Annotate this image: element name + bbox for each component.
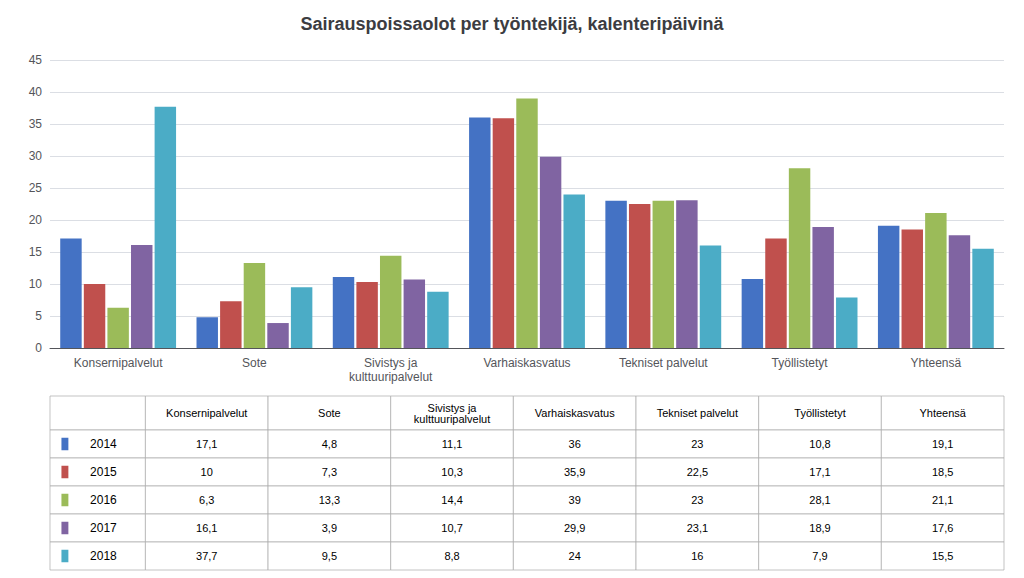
svg-text:Konsernipalvelut: Konsernipalvelut	[74, 356, 163, 370]
svg-text:Sairauspoissaolot per työnteki: Sairauspoissaolot per työntekijä, kalent…	[300, 14, 724, 34]
svg-text:11,1: 11,1	[442, 438, 463, 450]
svg-text:10,7: 10,7	[441, 522, 462, 534]
svg-text:35,9: 35,9	[564, 466, 585, 478]
svg-text:23: 23	[691, 494, 703, 506]
svg-text:2018: 2018	[90, 549, 117, 563]
svg-text:18,9: 18,9	[809, 522, 830, 534]
svg-text:kulttuuripalvelut: kulttuuripalvelut	[349, 370, 433, 384]
svg-text:14,4: 14,4	[441, 494, 462, 506]
svg-text:Sivistys ja: Sivistys ja	[364, 356, 418, 370]
svg-text:17,6: 17,6	[932, 522, 953, 534]
svg-text:9,5: 9,5	[322, 550, 337, 562]
svg-text:Varhaiskasvatus: Varhaiskasvatus	[483, 356, 570, 370]
svg-text:5: 5	[35, 309, 42, 323]
svg-text:10,8: 10,8	[809, 438, 830, 450]
svg-text:7,3: 7,3	[322, 466, 337, 478]
svg-text:19,1: 19,1	[932, 438, 953, 450]
svg-text:35: 35	[29, 117, 43, 131]
svg-text:0: 0	[35, 341, 42, 355]
svg-text:kulttuuripalvelut: kulttuuripalvelut	[414, 413, 490, 425]
svg-text:3,9: 3,9	[322, 522, 337, 534]
svg-text:2015: 2015	[90, 465, 117, 479]
svg-text:4,8: 4,8	[322, 438, 337, 450]
svg-text:30: 30	[29, 149, 43, 163]
svg-text:28,1: 28,1	[809, 494, 830, 506]
svg-text:15,5: 15,5	[932, 550, 953, 562]
svg-text:20: 20	[29, 213, 43, 227]
svg-text:Tekniset palvelut: Tekniset palvelut	[657, 407, 738, 419]
svg-text:Yhteensä: Yhteensä	[919, 407, 966, 419]
svg-text:Konsernipalvelut: Konsernipalvelut	[166, 407, 247, 419]
svg-text:37,7: 37,7	[196, 550, 217, 562]
svg-text:Työllistetyt: Työllistetyt	[772, 356, 829, 370]
svg-text:18,5: 18,5	[932, 466, 953, 478]
svg-text:8,8: 8,8	[444, 550, 459, 562]
svg-text:Sote: Sote	[242, 356, 267, 370]
svg-text:39: 39	[569, 494, 581, 506]
svg-text:21,1: 21,1	[932, 494, 953, 506]
svg-text:Tekniset palvelut: Tekniset palvelut	[619, 356, 708, 370]
svg-text:45: 45	[29, 53, 43, 67]
svg-text:2014: 2014	[90, 437, 117, 451]
svg-text:23,1: 23,1	[687, 522, 708, 534]
svg-text:15: 15	[29, 245, 43, 259]
svg-text:7,9: 7,9	[812, 550, 827, 562]
svg-text:29,9: 29,9	[564, 522, 585, 534]
svg-text:6,3: 6,3	[199, 494, 214, 506]
svg-text:Varhaiskasvatus: Varhaiskasvatus	[535, 407, 615, 419]
svg-text:17,1: 17,1	[196, 438, 217, 450]
svg-text:16: 16	[691, 550, 703, 562]
svg-text:13,3: 13,3	[319, 494, 340, 506]
svg-text:10: 10	[201, 466, 213, 478]
svg-text:24: 24	[569, 550, 581, 562]
svg-text:10,3: 10,3	[441, 466, 462, 478]
svg-text:Yhteensä: Yhteensä	[910, 356, 961, 370]
svg-text:40: 40	[29, 85, 43, 99]
svg-text:36: 36	[569, 438, 581, 450]
svg-text:2017: 2017	[90, 521, 117, 535]
svg-text:10: 10	[29, 277, 43, 291]
svg-text:25: 25	[29, 181, 43, 195]
svg-text:17,1: 17,1	[809, 466, 830, 478]
svg-text:Työllistetyt: Työllistetyt	[794, 407, 845, 419]
svg-text:Sote: Sote	[318, 407, 341, 419]
svg-text:16,1: 16,1	[196, 522, 217, 534]
svg-text:22,5: 22,5	[687, 466, 708, 478]
svg-text:Sivistys ja: Sivistys ja	[427, 401, 477, 414]
svg-text:2016: 2016	[90, 493, 117, 507]
svg-text:23: 23	[691, 438, 703, 450]
